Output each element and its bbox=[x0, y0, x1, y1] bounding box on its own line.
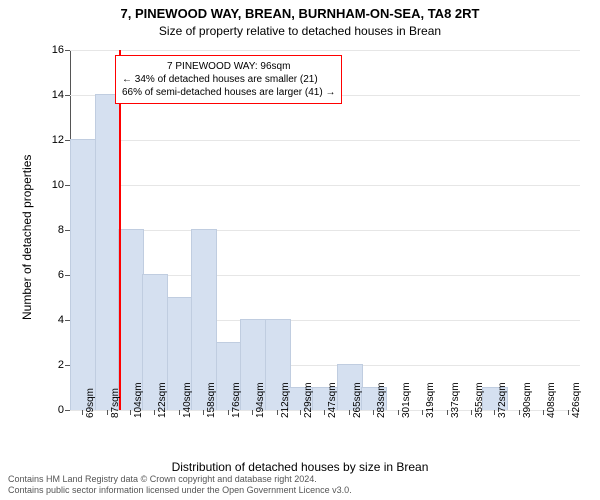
bars-group bbox=[70, 50, 580, 410]
legend-line-larger: 66% of semi-detached houses are larger (… bbox=[122, 86, 335, 99]
x-tick-label: 158sqm bbox=[206, 382, 217, 418]
bar bbox=[95, 94, 121, 410]
x-tick-mark bbox=[373, 410, 374, 415]
x-tick-label: 194sqm bbox=[255, 382, 266, 418]
title-sub: Size of property relative to detached ho… bbox=[0, 24, 600, 38]
legend-line-title: 7 PINEWOOD WAY: 96sqm bbox=[122, 60, 335, 73]
figure: 7, PINEWOOD WAY, BREAN, BURNHAM-ON-SEA, … bbox=[0, 0, 600, 500]
y-axis-title: Number of detached properties bbox=[20, 155, 34, 320]
x-tick-mark bbox=[154, 410, 155, 415]
y-tick-label: 14 bbox=[44, 89, 70, 101]
x-tick-label: 104sqm bbox=[133, 382, 144, 418]
x-tick-label: 212sqm bbox=[280, 382, 291, 418]
y-tick-label: 8 bbox=[44, 224, 70, 236]
x-tick-label: 69sqm bbox=[85, 388, 96, 418]
y-tick-label: 0 bbox=[44, 404, 70, 416]
attribution-line-2: Contains public sector information licen… bbox=[8, 485, 352, 496]
x-tick-label: 319sqm bbox=[425, 382, 436, 418]
x-tick-label: 140sqm bbox=[182, 382, 193, 418]
title-main: 7, PINEWOOD WAY, BREAN, BURNHAM-ON-SEA, … bbox=[0, 6, 600, 21]
legend-line-smaller: ← 34% of detached houses are smaller (21… bbox=[122, 73, 335, 86]
legend-box: 7 PINEWOOD WAY: 96sqm ← 34% of detached … bbox=[115, 55, 342, 104]
x-tick-mark bbox=[277, 410, 278, 415]
bar bbox=[70, 139, 96, 410]
x-tick-label: 301sqm bbox=[401, 382, 412, 418]
x-tick-label: 390sqm bbox=[522, 382, 533, 418]
x-tick-mark bbox=[543, 410, 544, 415]
x-tick-mark bbox=[349, 410, 350, 415]
x-axis-title: Distribution of detached houses by size … bbox=[0, 460, 600, 474]
x-tick-mark bbox=[447, 410, 448, 415]
x-tick-label: 229sqm bbox=[303, 382, 314, 418]
x-tick-label: 372sqm bbox=[497, 382, 508, 418]
y-tick-label: 12 bbox=[44, 134, 70, 146]
x-tick-mark bbox=[494, 410, 495, 415]
y-tick-label: 6 bbox=[44, 269, 70, 281]
x-tick-mark bbox=[471, 410, 472, 415]
x-tick-label: 283sqm bbox=[376, 382, 387, 418]
x-tick-mark bbox=[300, 410, 301, 415]
x-tick-label: 176sqm bbox=[231, 382, 242, 418]
x-tick-label: 355sqm bbox=[474, 382, 485, 418]
x-tick-mark bbox=[422, 410, 423, 415]
y-tick-label: 4 bbox=[44, 314, 70, 326]
y-tick-label: 10 bbox=[44, 179, 70, 191]
subject-marker-line bbox=[119, 50, 121, 410]
y-tick-label: 16 bbox=[44, 44, 70, 56]
x-tick-mark bbox=[179, 410, 180, 415]
attribution: Contains HM Land Registry data © Crown c… bbox=[8, 474, 352, 497]
x-tick-mark bbox=[82, 410, 83, 415]
x-tick-label: 265sqm bbox=[352, 382, 363, 418]
x-tick-label: 87sqm bbox=[110, 388, 121, 418]
x-tick-label: 247sqm bbox=[327, 382, 338, 418]
x-tick-mark bbox=[398, 410, 399, 415]
x-tick-mark bbox=[228, 410, 229, 415]
x-tick-mark bbox=[107, 410, 108, 415]
x-tick-label: 426sqm bbox=[571, 382, 582, 418]
x-tick-mark bbox=[252, 410, 253, 415]
attribution-line-1: Contains HM Land Registry data © Crown c… bbox=[8, 474, 352, 485]
plot-area: 69sqm87sqm104sqm122sqm140sqm158sqm176sqm… bbox=[70, 50, 580, 411]
x-tick-label: 337sqm bbox=[450, 382, 461, 418]
x-tick-mark bbox=[203, 410, 204, 415]
x-tick-label: 122sqm bbox=[157, 382, 168, 418]
x-tick-label: 408sqm bbox=[546, 382, 557, 418]
x-tick-mark bbox=[519, 410, 520, 415]
y-tick-label: 2 bbox=[44, 359, 70, 371]
x-tick-mark bbox=[130, 410, 131, 415]
x-tick-mark bbox=[568, 410, 569, 415]
x-tick-mark bbox=[324, 410, 325, 415]
